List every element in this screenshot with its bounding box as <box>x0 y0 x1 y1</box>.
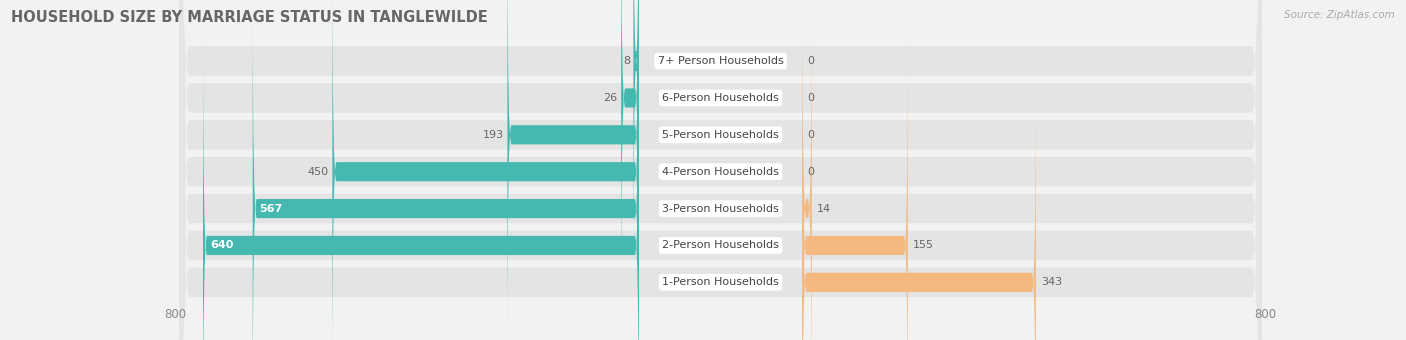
Text: 640: 640 <box>209 240 233 251</box>
Text: 3-Person Households: 3-Person Households <box>662 204 779 214</box>
Text: 14: 14 <box>817 204 831 214</box>
FancyBboxPatch shape <box>179 0 1263 340</box>
Text: 26: 26 <box>603 93 617 103</box>
FancyBboxPatch shape <box>803 34 908 340</box>
FancyBboxPatch shape <box>179 0 1263 340</box>
Text: 2-Person Households: 2-Person Households <box>662 240 779 251</box>
FancyBboxPatch shape <box>179 0 1263 340</box>
FancyBboxPatch shape <box>332 0 638 340</box>
Text: 450: 450 <box>308 167 329 177</box>
Text: 343: 343 <box>1042 277 1063 287</box>
Text: 6-Person Households: 6-Person Households <box>662 93 779 103</box>
FancyBboxPatch shape <box>202 34 638 340</box>
Text: 1-Person Households: 1-Person Households <box>662 277 779 287</box>
Text: 4-Person Households: 4-Person Households <box>662 167 779 177</box>
Text: 155: 155 <box>914 240 935 251</box>
FancyBboxPatch shape <box>253 0 638 340</box>
Text: 8: 8 <box>623 56 630 66</box>
Text: Source: ZipAtlas.com: Source: ZipAtlas.com <box>1284 10 1395 20</box>
Text: 0: 0 <box>808 167 814 177</box>
FancyBboxPatch shape <box>179 0 1263 340</box>
Text: 5-Person Households: 5-Person Households <box>662 130 779 140</box>
FancyBboxPatch shape <box>633 0 638 273</box>
FancyBboxPatch shape <box>803 71 1036 340</box>
Text: HOUSEHOLD SIZE BY MARRIAGE STATUS IN TANGLEWILDE: HOUSEHOLD SIZE BY MARRIAGE STATUS IN TAN… <box>11 10 488 25</box>
FancyBboxPatch shape <box>621 0 638 310</box>
Text: 7+ Person Households: 7+ Person Households <box>658 56 783 66</box>
FancyBboxPatch shape <box>179 0 1263 340</box>
FancyBboxPatch shape <box>803 0 811 340</box>
Text: 567: 567 <box>260 204 283 214</box>
Text: 0: 0 <box>808 93 814 103</box>
FancyBboxPatch shape <box>179 0 1263 340</box>
Text: 193: 193 <box>482 130 503 140</box>
FancyBboxPatch shape <box>179 0 1263 340</box>
Text: 0: 0 <box>808 56 814 66</box>
Text: 0: 0 <box>808 130 814 140</box>
FancyBboxPatch shape <box>508 0 638 340</box>
